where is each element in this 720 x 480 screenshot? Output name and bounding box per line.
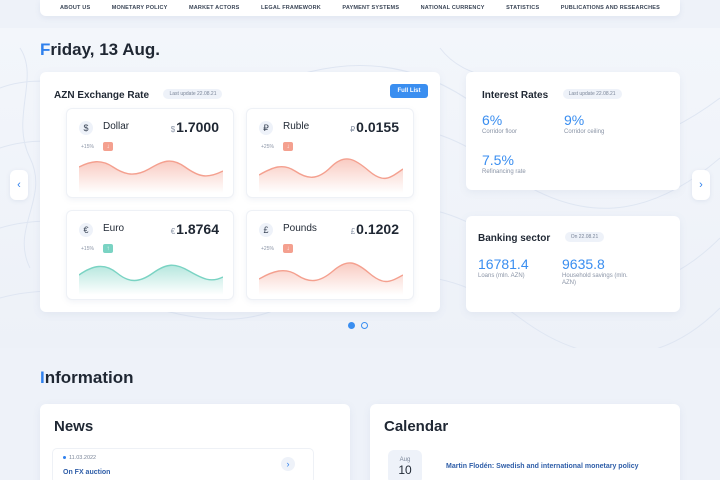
nav-payment-systems[interactable]: PAYMENT SYSTEMS	[342, 5, 400, 11]
date-title-first-letter: F	[40, 40, 51, 59]
rate-value: 9%	[564, 112, 585, 128]
rate-value: 6%	[482, 112, 503, 128]
currency-rate-value: 0.0155	[356, 119, 399, 135]
currency-rate: ₽0.0155	[350, 119, 399, 135]
banking-value: 9635.8	[562, 256, 605, 272]
currency-symbol: ₽	[350, 125, 356, 134]
news-title: News	[54, 418, 94, 435]
currency-symbol: £	[350, 227, 356, 236]
calendar-date-badge: Aug 10	[388, 450, 422, 480]
currency-change-percent: +15%	[81, 144, 94, 150]
currency-rate-value: 1.8764	[176, 221, 219, 237]
chevron-right-icon: ›	[699, 179, 703, 191]
news-item[interactable]: 11.03.2022 On FX auction ›	[52, 448, 314, 480]
exchange-rate-card: AZN Exchange Rate Last update 22.08.21 F…	[40, 72, 440, 312]
currency-card-ruble[interactable]: ₽ Ruble ₽0.0155 +25% ↓	[246, 108, 414, 198]
banking-sector-header: Banking sector On 22.08.21	[478, 228, 605, 246]
rate-label: Refinancing rate	[482, 169, 526, 175]
banking-label: Loans (mln. AZN)	[478, 273, 525, 279]
calendar-month: Aug	[399, 457, 411, 463]
arrow-up-icon: ↑	[103, 244, 113, 253]
sparkline-euro	[79, 264, 223, 295]
ruble-icon: ₽	[259, 121, 273, 135]
carousel-dot-1[interactable]	[348, 322, 355, 329]
currency-name: Pounds	[283, 223, 317, 234]
rate-label: Corridor ceiling	[564, 129, 605, 135]
nav-legal-framework[interactable]: LEGAL FRAMEWORK	[260, 5, 321, 11]
banking-sector-title: Banking sector	[478, 233, 551, 244]
calendar-card: Calendar Aug 10 Martin Flodén: Swedish a…	[370, 404, 680, 480]
currency-rate-value: 1.7000	[176, 119, 219, 135]
exchange-update-badge: Last update 22.08.21	[163, 88, 223, 99]
information-title: Information	[40, 368, 134, 388]
currency-change-percent: +15%	[81, 246, 94, 252]
banking-label: Household savings (mln. AZN)	[562, 273, 628, 286]
banking-update-badge: On 22.08.21	[564, 231, 605, 242]
exchange-rate-title: AZN Exchange Rate	[54, 90, 150, 101]
refinancing-rate: 7.5% Refinancing rate	[482, 152, 526, 176]
currency-symbol: $	[170, 125, 176, 134]
nav-publications[interactable]: PUBLICATIONS AND RESEARCHES	[560, 5, 660, 11]
dollar-icon: $	[79, 121, 93, 135]
news-headline: On FX auction	[63, 469, 111, 476]
currency-rate-value: 0.1202	[356, 221, 399, 237]
banking-value: 16781.4	[478, 256, 529, 272]
sparkline-dollar	[79, 160, 223, 193]
information-title-rest: nformation	[44, 368, 134, 387]
interest-rates-header: Interest Rates Last update 22.08.21	[482, 85, 622, 103]
corridor-floor: 6% Corridor floor	[482, 112, 517, 136]
date-title-rest: riday, 13 Aug.	[50, 40, 160, 59]
news-date: 11.03.2022	[63, 455, 96, 461]
rate-value: 7.5%	[482, 152, 514, 168]
arrow-down-icon: ↓	[283, 142, 293, 151]
nav-market-actors[interactable]: MARKET ACTORS	[188, 5, 240, 11]
chevron-right-icon: ›	[286, 459, 290, 469]
interest-rates-card: Interest Rates Last update 22.08.21 6% C…	[466, 72, 680, 190]
carousel-prev-button[interactable]: ‹	[10, 170, 28, 200]
rate-label: Corridor floor	[482, 129, 518, 135]
currency-card-pounds[interactable]: £ Pounds £0.1202 +25% ↓	[246, 210, 414, 300]
currency-rate: $1.7000	[171, 119, 219, 135]
nav-national-currency[interactable]: NATIONAL CURRENCY	[420, 5, 485, 11]
carousel-dots	[348, 322, 368, 329]
interest-update-badge: Last update 22.08.21	[562, 88, 622, 99]
chevron-left-icon: ‹	[17, 179, 21, 191]
arrow-down-icon: ↓	[103, 142, 113, 151]
currency-name: Euro	[103, 223, 125, 234]
currency-name: Dollar	[103, 121, 130, 132]
full-list-button[interactable]: Full List	[390, 84, 428, 98]
exchange-rate-header: AZN Exchange Rate Last update 22.08.21	[54, 85, 223, 103]
currency-symbol: €	[170, 227, 176, 236]
nav-about-us[interactable]: ABOUT US	[60, 5, 91, 11]
date-title: Friday, 13 Aug.	[40, 40, 160, 60]
calendar-event-title[interactable]: Martin Flodén: Swedish and international…	[446, 463, 639, 470]
currency-card-dollar[interactable]: $ Dollar $1.7000 +15% ↓	[66, 108, 234, 198]
arrow-down-icon: ↓	[283, 244, 293, 253]
banking-sector-card: Banking sector On 22.08.21 16781.4 Loans…	[466, 216, 680, 312]
loans: 16781.4 Loans (mln. AZN)	[478, 256, 529, 280]
calendar-day: 10	[398, 463, 412, 477]
interest-rates-title: Interest Rates	[482, 90, 549, 101]
currency-change-percent: +25%	[261, 144, 274, 150]
currency-card-euro[interactable]: € Euro €1.8764 +15% ↑	[66, 210, 234, 300]
news-card: News 11.03.2022 On FX auction ›	[40, 404, 350, 480]
information-title-first-letter: I	[40, 368, 45, 387]
currency-rate: £0.1202	[351, 221, 399, 237]
euro-icon: €	[79, 223, 93, 237]
household-savings: 9635.8 Household savings (mln. AZN)	[562, 256, 632, 287]
sparkline-ruble	[259, 158, 403, 193]
carousel-next-button[interactable]: ›	[692, 170, 710, 200]
carousel-dot-2[interactable]	[361, 322, 368, 329]
nav-statistics[interactable]: STATISTICS	[506, 5, 540, 11]
currency-change-percent: +25%	[261, 246, 274, 252]
news-open-button[interactable]: ›	[281, 457, 295, 471]
pound-icon: £	[259, 223, 273, 237]
nav-monetary-policy[interactable]: MONETARY POLICY	[111, 5, 168, 11]
corridor-ceiling: 9% Corridor ceiling	[564, 112, 604, 136]
calendar-title: Calendar	[384, 418, 449, 435]
top-nav: ABOUT US MONETARY POLICY MARKET ACTORS L…	[40, 0, 680, 16]
currency-name: Ruble	[283, 121, 310, 132]
sparkline-pounds	[259, 262, 403, 295]
currency-rate: €1.8764	[171, 221, 219, 237]
